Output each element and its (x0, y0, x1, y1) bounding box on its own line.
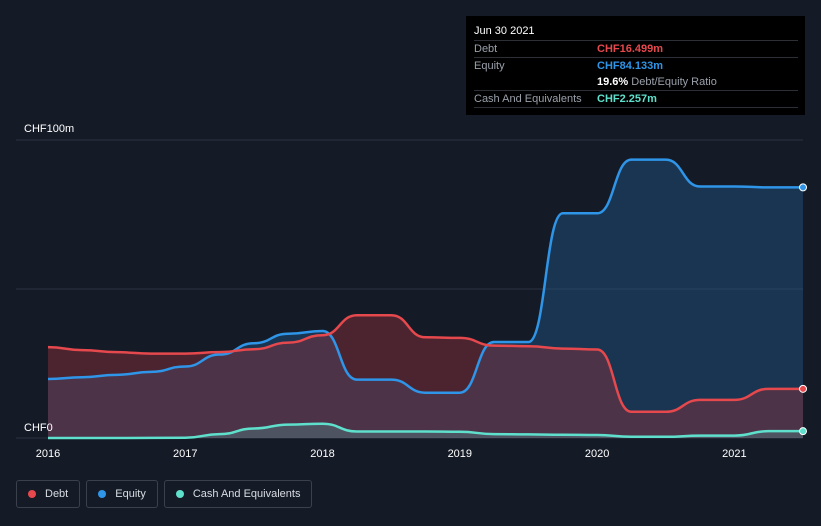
legend-item-debt[interactable]: Debt (16, 480, 81, 508)
cash-line (47, 422, 803, 440)
cash-end-marker (799, 427, 807, 436)
equity-end-marker (799, 183, 807, 192)
tooltip-ratio-label: Debt/Equity Ratio (631, 76, 717, 88)
tooltip-row-equity: Equity CHF84.133m (474, 58, 798, 74)
tooltip-ratio-value: 19.6% (597, 76, 629, 88)
cash-dot-icon (175, 490, 184, 498)
debt-end-marker (799, 384, 807, 393)
tooltip-debt-label: Debt (474, 43, 498, 55)
series-lines (47, 158, 803, 440)
y-axis-bottom-label: CHF0 (24, 422, 53, 434)
x-tick-2020: 2020 (585, 448, 609, 460)
x-axis-ticks: 2016 2017 2018 2019 2020 2021 (36, 448, 747, 460)
debt-line (47, 313, 803, 414)
data-tooltip: Jun 30 2021 Debt CHF16.499m Equity CHF84… (466, 16, 805, 115)
tooltip-debt-value: CHF16.499m (597, 43, 664, 55)
tooltip-date: Jun 30 2021 (474, 23, 798, 41)
tooltip-row-debt: Debt CHF16.499m (474, 41, 798, 58)
legend-label-cash: Cash And Equivalents (192, 488, 301, 500)
x-tick-2019: 2019 (448, 448, 472, 460)
x-tick-2017: 2017 (173, 448, 197, 460)
x-tick-2016: 2016 (36, 448, 60, 460)
cash-area (48, 423, 803, 438)
tooltip-equity-value: CHF84.133m (597, 60, 664, 72)
debt-area (48, 315, 803, 438)
tooltip-row-ratio: 19.6% Debt/Equity Ratio (474, 74, 798, 91)
tooltip-row-cash: Cash And Equivalents CHF2.257m (474, 91, 798, 108)
y-axis-top-label: CHF100m (24, 123, 75, 135)
equity-area (48, 159, 803, 438)
tooltip-equity-label: Equity (474, 60, 505, 72)
end-markers (799, 183, 807, 436)
legend-item-equity[interactable]: Equity (86, 480, 158, 508)
x-tick-2021: 2021 (722, 448, 746, 460)
legend-label-equity: Equity (115, 488, 146, 500)
tooltip-cash-label: Cash And Equivalents (474, 93, 582, 105)
x-tick-2018: 2018 (310, 448, 334, 460)
legend-label-debt: Debt (45, 488, 69, 500)
equity-dot-icon (98, 490, 107, 498)
chart-legend: Debt Equity Cash And Equivalents (16, 480, 313, 508)
debt-dot-icon (28, 490, 36, 498)
series-areas (48, 159, 803, 438)
legend-item-cash[interactable]: Cash And Equivalents (163, 480, 313, 508)
equity-line (47, 158, 803, 394)
tooltip-cash-value: CHF2.257m (597, 93, 657, 105)
